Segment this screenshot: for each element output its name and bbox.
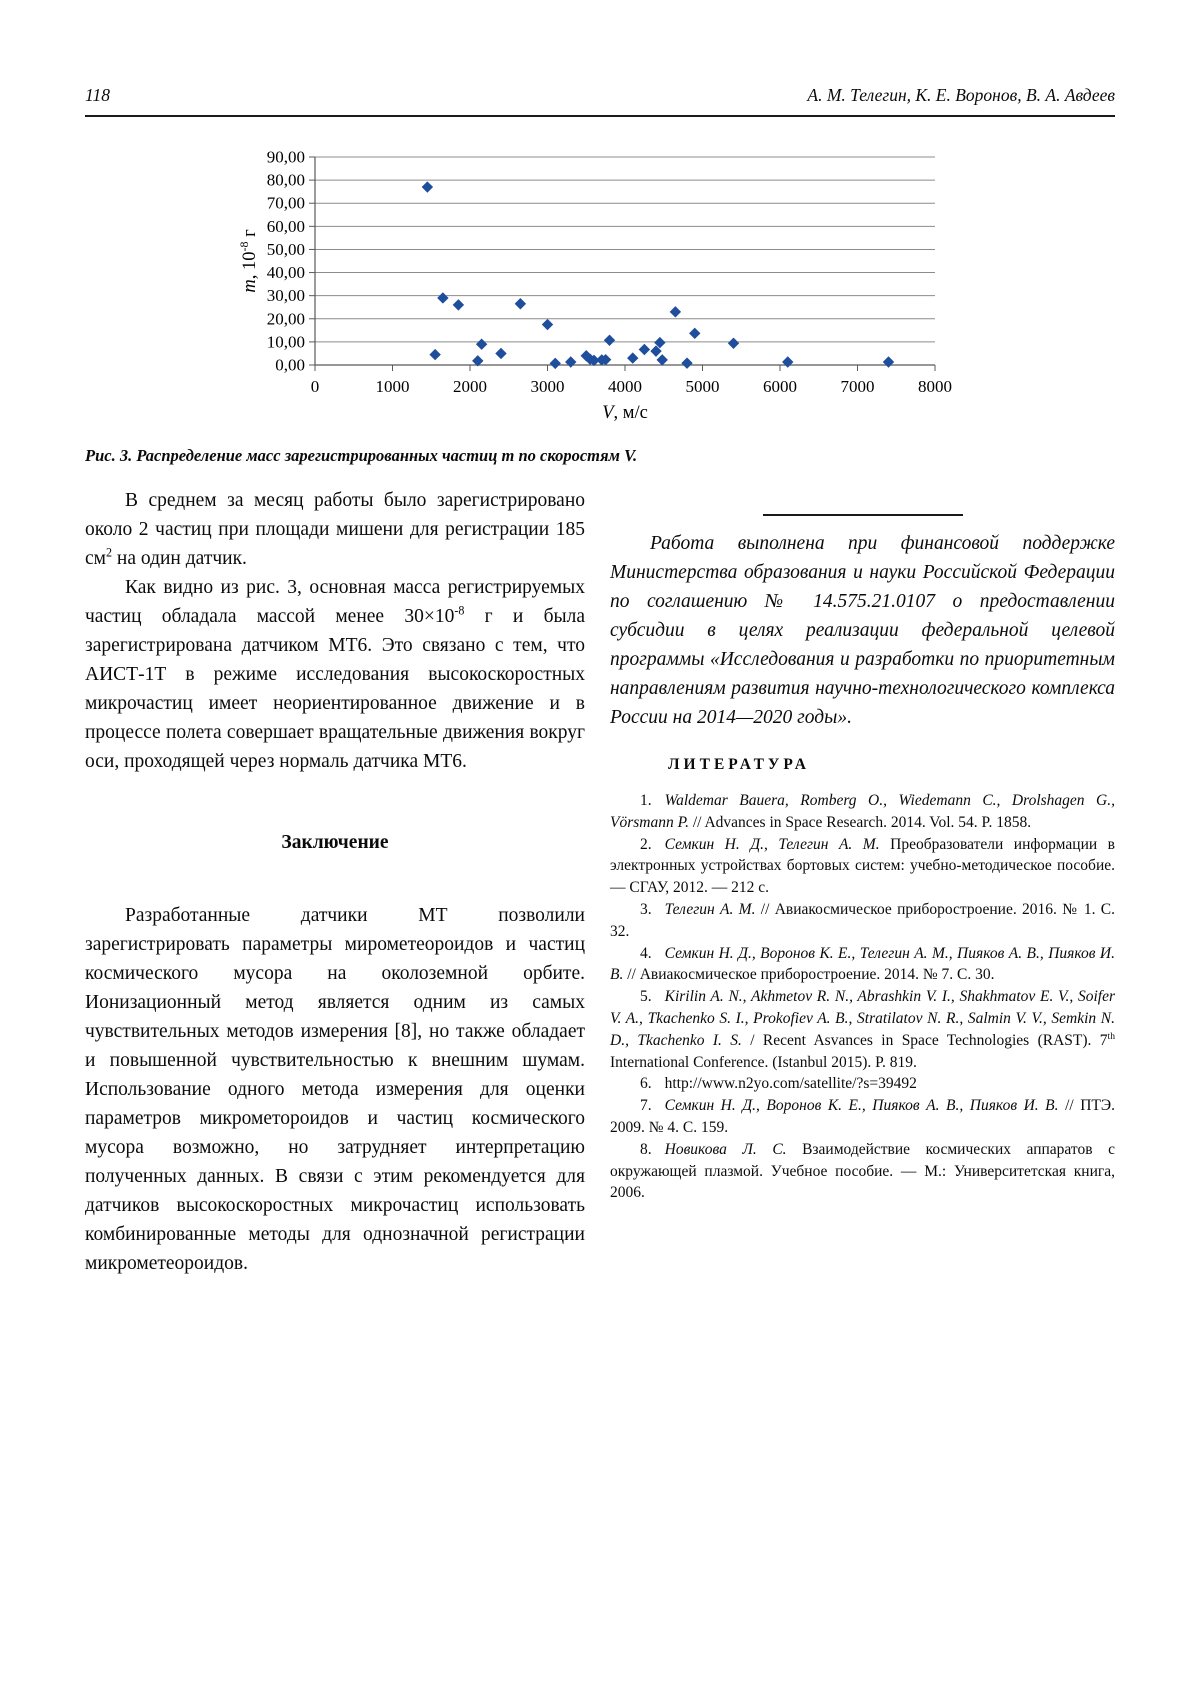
reference-authors: Семкин Н. Д., Воронов К. Е., Телегин А. … <box>610 944 1115 984</box>
data-point <box>475 338 488 350</box>
data-point <box>656 354 668 366</box>
x-tick-label: 3000 <box>531 377 565 396</box>
y-tick-label: 50,00 <box>267 240 305 259</box>
x-tick-label: 1000 <box>376 377 410 396</box>
y-tick-label: 10,00 <box>267 332 305 351</box>
reference-item-5: 5. Kirilin A. N., Akhmetov R. N., Abrashk… <box>610 986 1115 1073</box>
reference-item-1: 1. Waldemar Bauera, Romberg O., Wiedemann… <box>610 790 1115 834</box>
reference-text: // Авиакосмическое приборостроение. 2016… <box>610 900 1115 940</box>
data-point <box>452 299 465 311</box>
reference-number: 4. <box>640 944 652 962</box>
data-point <box>549 357 561 370</box>
data-point <box>421 181 434 193</box>
x-tick-label: 8000 <box>918 377 952 396</box>
data-point <box>541 318 554 331</box>
scatter-chart: 0,00 10,00 20,00 30,00 40,00 50,00 60,00 70,00 8… <box>237 148 952 424</box>
y-axis-title: m, 10-8 г <box>237 229 260 293</box>
reference-authors: Waldemar Bauera, Romberg O., Wiedemann C… <box>610 792 1115 831</box>
literature-heading: ЛИТЕРАТУРА <box>668 756 810 773</box>
y-tick-label: 30,00 <box>267 286 305 305</box>
reference-number: 8. <box>640 1140 652 1158</box>
reference-authors: Kirilin A. N., Akhmetov R. N., Abrashkin… <box>610 988 1115 1049</box>
x-tick-label: 5000 <box>686 377 720 396</box>
x-tick-label: 0 <box>311 377 320 396</box>
reference-number: 2. <box>640 835 652 853</box>
data-point <box>638 343 651 356</box>
data-point <box>727 337 740 349</box>
paragraph-mass-analysis: Как видно из рис. 3, основная масса реги… <box>85 577 586 772</box>
y-tick-label: 20,00 <box>267 309 305 328</box>
data-point <box>689 327 701 340</box>
reference-authors: Новикова Л. С. <box>664 1140 803 1158</box>
y-tick-label: 80,00 <box>267 171 305 190</box>
data-point <box>650 345 662 357</box>
x-tick-label: 4000 <box>608 377 642 396</box>
reference-item-6: 6. http://www.n2yo.com/satellite/?s=39492 <box>610 1073 1115 1095</box>
reference-item-8: 8. Новикова Л. С. Взаимодействие космичес… <box>610 1139 1115 1204</box>
data-point <box>472 355 484 367</box>
figure-caption: Рис. 3. Распределение масс зарегистриров… <box>85 446 638 465</box>
reference-authors: Семкин Н. Д., Телегин А. М. <box>664 835 891 853</box>
data-point <box>782 356 794 368</box>
reference-text: Взаимодействие космических аппаратов с о… <box>610 1140 1115 1202</box>
x-tick-label: 7000 <box>841 377 875 396</box>
reference-item-4: 4. Семкин Н. Д., Воронов К. Е., Телегин А… <box>610 943 1115 987</box>
data-point <box>681 357 693 369</box>
figure-3: 0,00 10,00 20,00 30,00 40,00 50,00 60,00 70,00 8… <box>85 143 1115 466</box>
reference-item-3: 3. Телегин А. М. // Авиакосмическое прибо… <box>610 899 1115 943</box>
scatter-chart-container: 0,00 10,00 20,00 30,00 40,00 50,00 60,00 70,00 8… <box>235 143 1115 426</box>
y-tick-label: 0,00 <box>275 356 305 375</box>
data-point <box>514 298 527 310</box>
paragraph-registration-stats: В среднем за месяц работы было зарегистр… <box>85 490 585 569</box>
page-number: 118 <box>85 85 110 105</box>
reference-text: // ПТЭ. 2009. № 4. С. 159. <box>610 1097 1115 1136</box>
reference-text: // Авиакосмическое приборостроение. 2014… <box>627 966 995 984</box>
two-column-body: В среднем за месяц работы было зарегистр… <box>85 486 1115 1278</box>
conclusion-heading: Заключение <box>281 832 389 853</box>
reference-text: / Recent Asvances in Space Technologies … <box>750 1031 1108 1049</box>
reference-number: 5. <box>640 988 652 1006</box>
right-column: Работа выполнена при финансовой поддержк… <box>610 486 1115 1278</box>
data-point <box>654 336 666 349</box>
data-point <box>603 334 616 346</box>
data-point <box>565 356 577 368</box>
x-axis-title: V, м/с <box>602 403 648 421</box>
running-authors: А. М. Телегин, К. Е. Воронов, В. А. Авде… <box>807 85 1115 105</box>
y-tick-label: 90,00 <box>267 148 305 167</box>
x-tick-label: 2000 <box>453 377 487 396</box>
data-point <box>669 306 682 318</box>
data-point <box>429 348 441 361</box>
reference-item-7: 7. Семкин Н. Д., Воронов К. Е., Пияков А.… <box>610 1095 1115 1139</box>
conclusion-paragraph: Разработанные датчики МТ позволили зарег… <box>85 905 585 1274</box>
reference-item-2: 2. Семкин Н. Д., Телегин А. М. Преобразов… <box>610 834 1115 899</box>
y-tick-label: 40,00 <box>267 263 305 282</box>
reference-authors: Телегин А. М. <box>664 900 761 918</box>
left-column: В среднем за месяц работы было зарегистр… <box>85 486 585 1278</box>
data-point <box>495 347 507 360</box>
x-tick-label: 6000 <box>763 377 797 396</box>
reference-text-continued: International Conference. (Istanbul 2015… <box>610 1053 917 1071</box>
footnote-separator <box>762 514 963 516</box>
reference-number: 3. <box>640 900 652 918</box>
reference-url: http://www.n2yo.com/satellite/?s=39492 <box>664 1075 917 1093</box>
reference-superscript: th <box>1107 1030 1115 1042</box>
reference-number: 6. <box>640 1075 652 1093</box>
reference-number: 7. <box>640 1097 652 1115</box>
funding-acknowledgement: Работа выполнена при финансовой поддержк… <box>610 533 1115 728</box>
reference-authors: Семкин Н. Д., Воронов К. Е., Пияков А. В… <box>664 1097 1066 1115</box>
data-point <box>882 356 895 368</box>
data-point <box>627 352 639 364</box>
reference-text: Преобразователи информации в электронных… <box>610 835 1115 897</box>
data-point <box>599 353 612 366</box>
y-tick-label: 70,00 <box>267 194 305 213</box>
reference-text: // Advances in Space Research. 2014. Vol… <box>692 813 1032 831</box>
reference-list: 1. Waldemar Bauera, Romberg O., Wiedemann… <box>610 790 1115 1204</box>
reference-number: 1. <box>640 792 652 809</box>
page-header: 118 А. М. Телегин, К. Е. Воронов, В. А. … <box>85 85 1115 117</box>
data-point <box>437 292 449 304</box>
y-tick-label: 60,00 <box>267 217 305 236</box>
